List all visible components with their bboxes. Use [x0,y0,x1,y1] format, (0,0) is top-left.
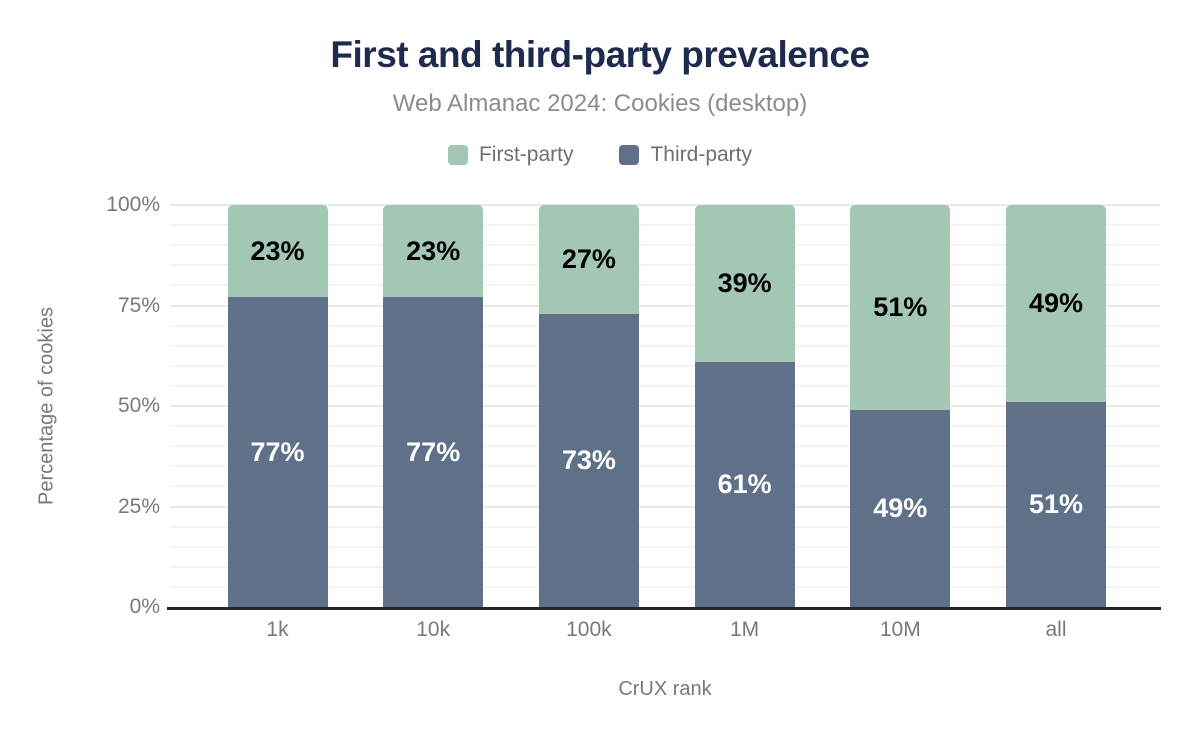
minor-gridline [170,384,1160,387]
stacked-bar-100k: 27% 73% [538,205,639,607]
minor-gridline [170,324,1160,327]
x-tick-label: 1M [730,618,760,641]
minor-gridline [170,244,1160,247]
data-label: 77% [406,436,461,467]
third-party-segment: 73% [538,313,639,607]
minor-gridline [170,425,1160,428]
minor-gridline [170,525,1160,528]
first-party-swatch-icon [447,145,468,165]
third-party-segment: 77% [227,297,328,607]
y-tick-label: 0% [129,595,160,618]
minor-gridline [170,485,1160,488]
plot-area: 23% 77% 23% 77% 27% 73% 39% 61% 51% 49% 49% 51% [170,204,1160,607]
chart-legend: First-party Third-party [0,143,1200,167]
stacked-bar-10k: 23% 77% [383,205,484,607]
minor-gridline [170,264,1160,267]
x-tick-label: 10M [879,618,921,641]
x-axis-title: CrUX rank [618,678,712,700]
data-label: 51% [1028,488,1084,519]
stacked-bar-all: 49% 51% [1006,205,1106,607]
data-label: 23% [406,235,461,266]
major-gridline [170,505,1160,508]
stacked-bar-10M: 51% 49% [850,205,951,607]
major-gridline [170,405,1160,407]
data-label: 39% [717,267,772,298]
data-label: 51% [873,292,928,322]
major-gridline [170,304,1160,307]
chart-title: First and third-party prevalence [330,34,870,75]
legend-label: Third-party [650,143,753,166]
y-tick-label: 75% [117,293,160,317]
stacked-bar-1M: 39% 61% [694,205,795,607]
y-tick-label: 50% [117,394,160,417]
x-tick-label: 100k [566,618,612,641]
x-axis-line [167,607,1161,610]
x-tick-label: 10k [416,618,451,641]
stacked-bar-1k: 23% 77% [227,205,328,607]
minor-gridline [170,344,1160,347]
third-party-segment: 51% [1006,401,1106,607]
minor-gridline [170,364,1160,367]
data-label: 49% [873,493,928,523]
third-party-segment: 61% [694,361,795,607]
first-party-segment: 49% [1006,205,1106,402]
y-axis-title: Percentage of cookies [35,307,58,505]
first-party-segment: 23% [227,205,328,298]
legend-label: First-party [478,143,574,166]
data-label: 77% [250,436,305,467]
first-party-segment: 23% [383,205,484,298]
minor-gridline [170,585,1160,588]
first-party-segment: 39% [694,205,795,362]
legend-item-first-party: First-party [447,143,574,167]
third-party-swatch-icon [619,145,640,165]
x-tick-label: all [1045,618,1067,641]
minor-gridline [170,284,1160,287]
third-party-segment: 49% [850,410,951,607]
minor-gridline [170,465,1160,468]
data-label: 23% [250,235,305,266]
major-gridline [170,204,1160,206]
data-label: 49% [1028,287,1084,318]
x-tick-label: 1k [266,618,289,641]
minor-gridline [170,545,1160,548]
y-tick-label: 100% [106,193,160,216]
minor-gridline [170,224,1160,227]
data-label: 73% [561,444,616,475]
data-label: 61% [717,468,772,499]
first-party-segment: 27% [538,205,639,314]
third-party-segment: 77% [383,297,484,607]
chart-subtitle: Web Almanac 2024: Cookies (desktop) [392,90,808,117]
legend-item-third-party: Third-party [619,143,752,167]
data-label: 27% [561,243,616,274]
y-tick-label: 25% [117,494,160,518]
minor-gridline [170,565,1160,568]
minor-gridline [170,445,1160,448]
first-party-segment: 51% [850,205,951,411]
